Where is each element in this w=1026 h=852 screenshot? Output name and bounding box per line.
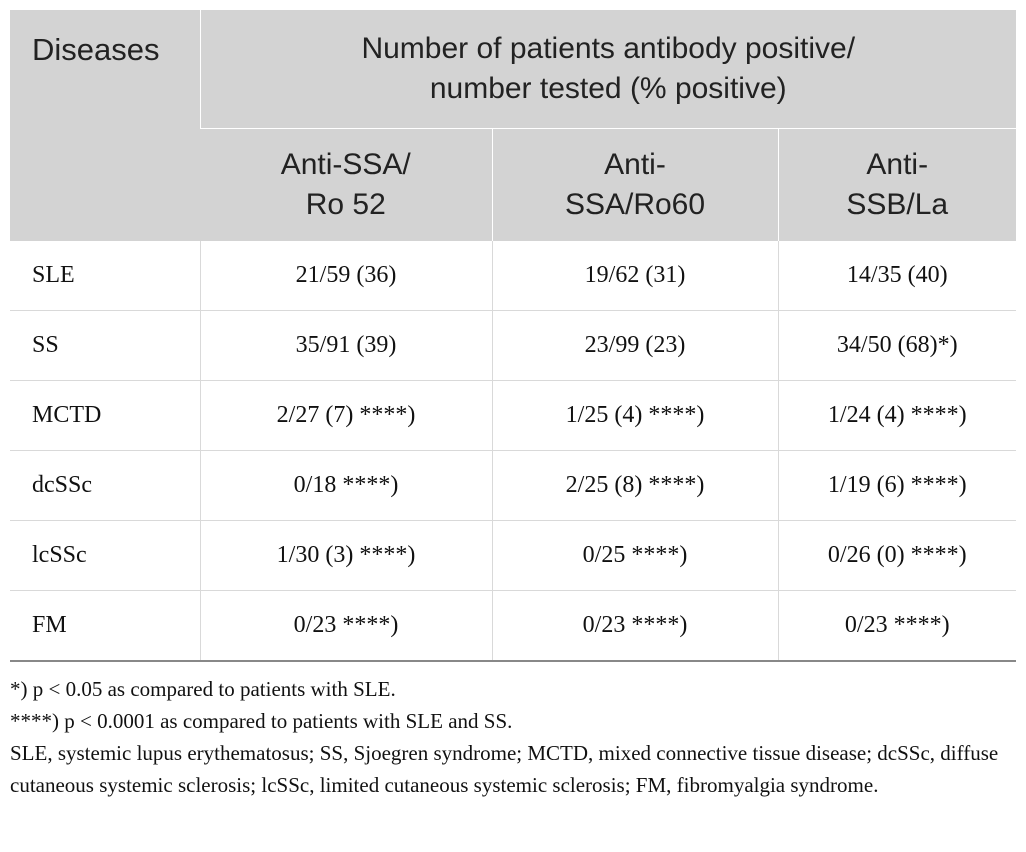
footnote-significance-sle-ss: ****) p < 0.0001 as compared to patients… xyxy=(10,709,513,733)
disease-cell: SS xyxy=(10,310,200,381)
ro52-cell: 2/27 (7) ****) xyxy=(199,380,492,451)
ro52-cell: 1/30 (3) ****) xyxy=(199,520,492,591)
table-row: FM 0/23 ****) 0/23 ****) 0/23 ****) xyxy=(10,590,1016,662)
ro52-cell: 35/91 (39) xyxy=(199,310,492,381)
antibody-table: Diseases Number of patients antibody pos… xyxy=(10,10,1016,662)
column-header-ro52: Anti-SSA/ Ro 52 xyxy=(200,128,492,241)
antibody-table-container: Diseases Number of patients antibody pos… xyxy=(10,10,1016,662)
table-footnotes: *) p < 0.05 as compared to patients with… xyxy=(10,673,1020,801)
footnote-significance-sle: *) p < 0.05 as compared to patients with… xyxy=(10,677,396,701)
disease-cell: FM xyxy=(10,590,200,662)
column-header-la: Anti- SSB/La xyxy=(777,128,1016,241)
column-header-la-line2: SSB/La xyxy=(846,188,949,221)
column-header-ro52-line2: Ro 52 xyxy=(305,188,386,221)
ro60-cell: 19/62 (31) xyxy=(491,241,778,311)
table-row: dcSSc 0/18 ****) 2/25 (8) ****) 1/19 (6)… xyxy=(10,450,1016,521)
la-cell: 14/35 (40) xyxy=(777,241,1016,311)
group-header-line2: number tested (% positive) xyxy=(429,72,787,105)
disease-cell: SLE xyxy=(10,241,200,311)
la-cell: 0/26 (0) ****) xyxy=(777,520,1016,591)
column-header-ro60-line2: SSA/Ro60 xyxy=(564,188,706,221)
group-header-line1: Number of patients antibody positive/ xyxy=(361,32,856,65)
column-header-ro52-line1: Anti-SSA/ xyxy=(280,148,411,181)
ro52-cell: 21/59 (36) xyxy=(199,241,492,311)
table-row: SLE 21/59 (36) 19/62 (31) 14/35 (40) xyxy=(10,241,1016,311)
ro52-cell: 0/18 ****) xyxy=(199,450,492,521)
column-header-ro60-line1: Anti- xyxy=(604,148,666,181)
column-header-ro60: Anti- SSA/Ro60 xyxy=(491,128,778,241)
ro60-cell: 0/23 ****) xyxy=(491,590,778,662)
group-header: Number of patients antibody positive/ nu… xyxy=(199,10,1016,129)
ro52-cell: 0/23 ****) xyxy=(199,590,492,662)
ro60-cell: 0/25 ****) xyxy=(491,520,778,591)
la-cell: 0/23 ****) xyxy=(777,590,1016,662)
table-header: Diseases Number of patients antibody pos… xyxy=(10,10,1016,241)
diseases-header: Diseases xyxy=(10,10,200,241)
disease-cell: dcSSc xyxy=(10,450,200,521)
la-cell: 1/19 (6) ****) xyxy=(777,450,1016,521)
table-body: SLE 21/59 (36) 19/62 (31) 14/35 (40) SS … xyxy=(10,241,1016,662)
table-row: lcSSc 1/30 (3) ****) 0/25 ****) 0/26 (0)… xyxy=(10,520,1016,591)
la-cell: 1/24 (4) ****) xyxy=(777,380,1016,451)
column-header-la-line1: Anti- xyxy=(866,148,929,181)
ro60-cell: 1/25 (4) ****) xyxy=(491,380,778,451)
ro60-cell: 2/25 (8) ****) xyxy=(491,450,778,521)
ro60-cell: 23/99 (23) xyxy=(491,310,778,381)
disease-cell: MCTD xyxy=(10,380,200,451)
table-row: SS 35/91 (39) 23/99 (23) 34/50 (68)*) xyxy=(10,310,1016,381)
table-row: MCTD 2/27 (7) ****) 1/25 (4) ****) 1/24 … xyxy=(10,380,1016,451)
disease-cell: lcSSc xyxy=(10,520,200,591)
la-cell: 34/50 (68)*) xyxy=(777,310,1016,381)
footnote-abbreviations: SLE, systemic lupus erythematosus; SS, S… xyxy=(10,741,999,797)
